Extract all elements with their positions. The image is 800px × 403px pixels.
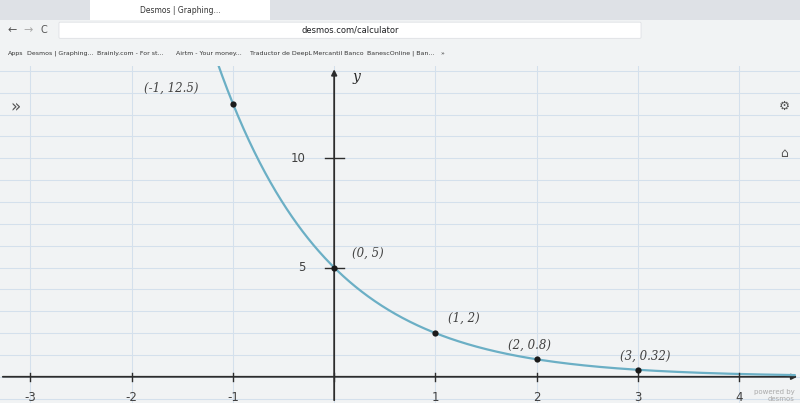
FancyBboxPatch shape xyxy=(0,40,800,66)
Text: ←: ← xyxy=(7,25,17,35)
Text: Desmos | Graphing...: Desmos | Graphing... xyxy=(140,6,220,15)
Text: (0, 5): (0, 5) xyxy=(353,247,384,260)
Text: Brainly.com - For st...: Brainly.com - For st... xyxy=(97,51,163,56)
FancyBboxPatch shape xyxy=(59,22,641,38)
FancyBboxPatch shape xyxy=(0,0,800,20)
Text: -2: -2 xyxy=(126,391,138,403)
Text: -3: -3 xyxy=(25,391,36,403)
Text: »: » xyxy=(11,98,21,116)
Text: y: y xyxy=(353,70,360,84)
Text: Mercantil Banco: Mercantil Banco xyxy=(314,51,364,56)
Text: 4: 4 xyxy=(735,391,743,403)
Text: C: C xyxy=(41,25,47,35)
Text: BanescOnline | Ban...: BanescOnline | Ban... xyxy=(367,51,434,56)
Text: desmos.com/calculator: desmos.com/calculator xyxy=(302,26,398,35)
Text: 2: 2 xyxy=(533,391,541,403)
Text: (3, 0.32): (3, 0.32) xyxy=(620,350,670,363)
Text: Traductor de DeepL: Traductor de DeepL xyxy=(250,51,312,56)
Text: Desmos | Graphing...: Desmos | Graphing... xyxy=(27,51,94,56)
Text: »: » xyxy=(441,51,444,56)
Text: ⚙: ⚙ xyxy=(778,100,790,113)
Text: (2, 0.8): (2, 0.8) xyxy=(508,339,551,351)
Text: 1: 1 xyxy=(432,391,439,403)
FancyBboxPatch shape xyxy=(90,0,270,20)
Text: 5: 5 xyxy=(298,261,306,274)
Text: (-1, 12.5): (-1, 12.5) xyxy=(144,82,198,95)
Text: 3: 3 xyxy=(634,391,642,403)
Text: →: → xyxy=(23,25,33,35)
FancyBboxPatch shape xyxy=(0,20,800,40)
Text: 10: 10 xyxy=(290,152,306,165)
Text: (1, 2): (1, 2) xyxy=(447,312,479,325)
Text: -1: -1 xyxy=(227,391,239,403)
Text: ⌂: ⌂ xyxy=(780,147,788,160)
Text: Airtm - Your money...: Airtm - Your money... xyxy=(176,51,242,56)
Text: Apps: Apps xyxy=(8,51,23,56)
Text: powered by
desmos: powered by desmos xyxy=(754,389,795,402)
